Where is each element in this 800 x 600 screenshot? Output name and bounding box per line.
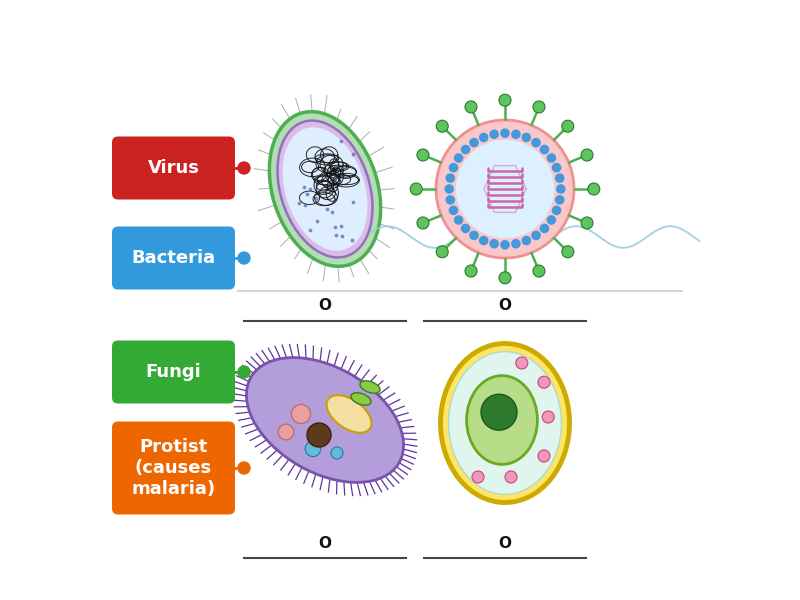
Text: O: O <box>318 535 331 551</box>
Circle shape <box>481 394 517 430</box>
Circle shape <box>522 236 531 245</box>
Circle shape <box>499 272 511 284</box>
Text: Fungi: Fungi <box>146 363 202 381</box>
Circle shape <box>465 265 477 277</box>
Ellipse shape <box>360 381 380 393</box>
Text: Virus: Virus <box>147 159 199 177</box>
Ellipse shape <box>466 376 538 464</box>
Text: O: O <box>498 298 511 313</box>
FancyBboxPatch shape <box>112 340 235 403</box>
Ellipse shape <box>246 358 403 482</box>
Circle shape <box>436 120 574 258</box>
FancyBboxPatch shape <box>112 421 235 515</box>
Circle shape <box>542 411 554 423</box>
Ellipse shape <box>449 352 562 494</box>
Circle shape <box>562 120 574 132</box>
Circle shape <box>490 239 499 248</box>
Circle shape <box>499 94 511 106</box>
Circle shape <box>456 140 554 238</box>
Text: Bacteria: Bacteria <box>131 249 215 267</box>
Circle shape <box>446 195 455 205</box>
Ellipse shape <box>270 112 381 266</box>
Circle shape <box>238 162 250 174</box>
Circle shape <box>538 450 550 462</box>
Circle shape <box>552 206 562 215</box>
Circle shape <box>465 101 477 113</box>
Text: O: O <box>498 535 511 551</box>
Circle shape <box>417 217 429 229</box>
Circle shape <box>454 215 463 225</box>
Circle shape <box>490 130 499 139</box>
Circle shape <box>581 149 593 161</box>
Circle shape <box>588 183 600 195</box>
Circle shape <box>469 138 478 148</box>
Circle shape <box>562 246 574 258</box>
Circle shape <box>291 404 310 424</box>
FancyBboxPatch shape <box>112 136 235 199</box>
Circle shape <box>445 184 454 194</box>
Circle shape <box>516 357 528 369</box>
Text: O: O <box>318 298 331 313</box>
Circle shape <box>511 239 521 248</box>
Circle shape <box>417 149 429 161</box>
Ellipse shape <box>326 395 371 433</box>
Circle shape <box>533 101 545 113</box>
Circle shape <box>469 230 478 240</box>
Circle shape <box>454 153 463 163</box>
Circle shape <box>511 130 521 139</box>
Text: Protist
(causes
malaria): Protist (causes malaria) <box>131 437 215 499</box>
Ellipse shape <box>282 127 367 251</box>
Circle shape <box>449 163 458 172</box>
Circle shape <box>581 217 593 229</box>
Circle shape <box>410 183 422 195</box>
Circle shape <box>546 215 556 225</box>
Circle shape <box>533 265 545 277</box>
Ellipse shape <box>278 121 373 257</box>
Circle shape <box>238 252 250 264</box>
Circle shape <box>472 471 484 483</box>
Circle shape <box>307 423 331 447</box>
Circle shape <box>238 366 250 378</box>
Circle shape <box>531 138 541 148</box>
Circle shape <box>546 153 556 163</box>
Circle shape <box>446 173 455 183</box>
Ellipse shape <box>351 393 371 405</box>
Circle shape <box>531 230 541 240</box>
Ellipse shape <box>441 343 570 503</box>
Circle shape <box>555 173 565 183</box>
Circle shape <box>522 133 531 142</box>
Circle shape <box>449 206 458 215</box>
Circle shape <box>538 376 550 388</box>
Circle shape <box>552 163 562 172</box>
Circle shape <box>500 240 510 250</box>
Circle shape <box>306 441 321 457</box>
Circle shape <box>479 236 489 245</box>
Circle shape <box>555 195 565 205</box>
Circle shape <box>331 447 343 459</box>
Circle shape <box>238 462 250 474</box>
FancyBboxPatch shape <box>112 227 235 289</box>
Circle shape <box>436 120 448 132</box>
Circle shape <box>500 128 510 138</box>
Circle shape <box>461 145 470 154</box>
Circle shape <box>556 184 566 194</box>
Circle shape <box>505 471 517 483</box>
Circle shape <box>278 424 294 440</box>
Circle shape <box>540 224 550 233</box>
Circle shape <box>540 145 550 154</box>
Circle shape <box>479 133 489 142</box>
Circle shape <box>461 224 470 233</box>
Circle shape <box>436 246 448 258</box>
